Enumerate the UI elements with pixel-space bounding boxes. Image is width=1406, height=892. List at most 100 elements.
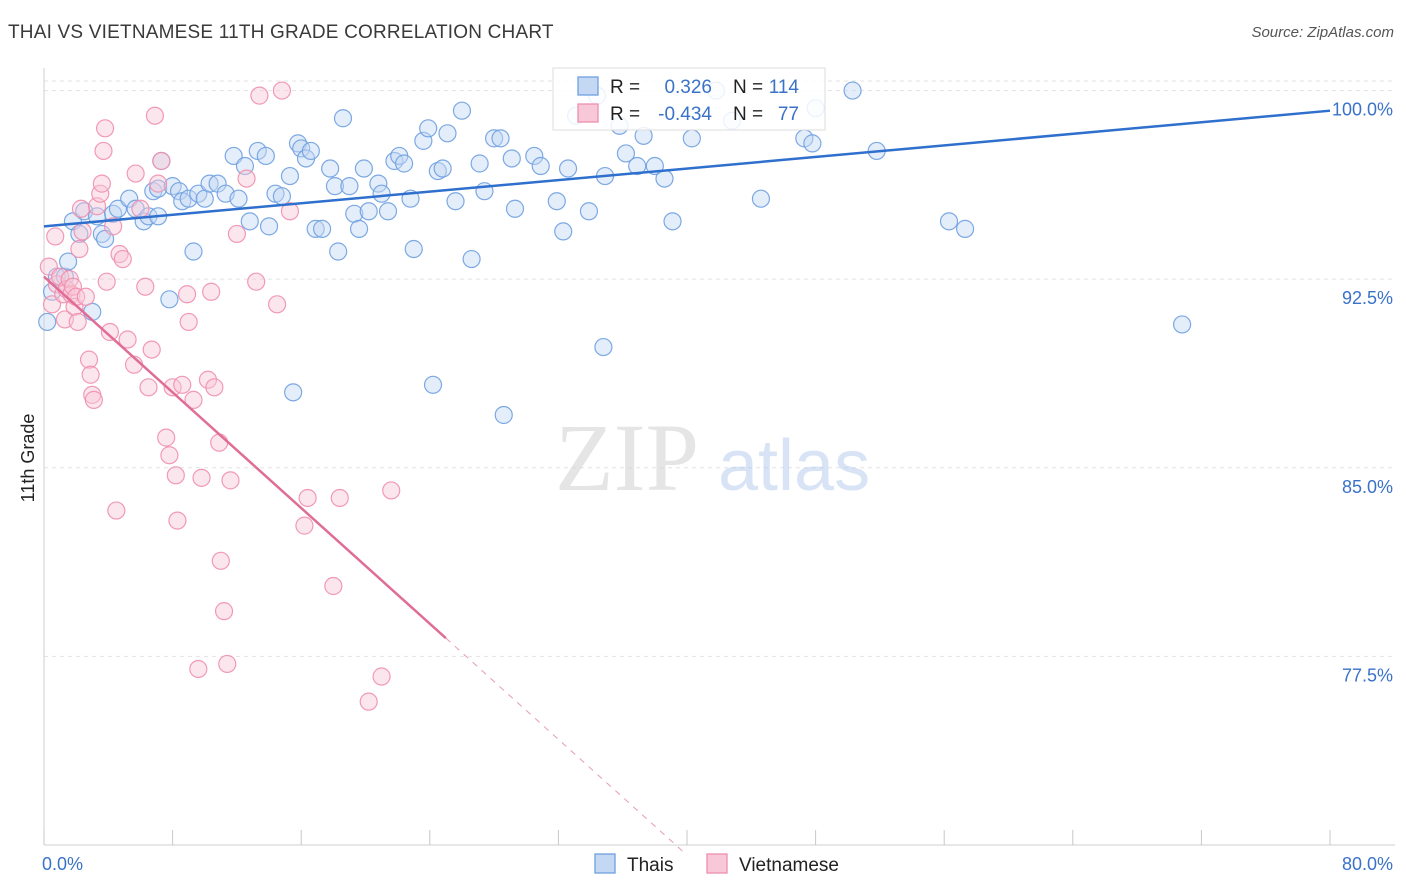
viet-point-68	[280, 202, 300, 221]
thai-point-70	[428, 161, 447, 181]
thai-point-87	[558, 159, 578, 178]
watermark-atlas: atlas	[718, 426, 870, 506]
viet-point-38	[139, 378, 158, 397]
viet-point-42	[152, 151, 171, 171]
viet-point-16	[73, 222, 92, 241]
stats-thai-r-label: R =	[610, 77, 640, 98]
thai-point-60	[372, 184, 391, 203]
thai-point-80	[494, 405, 513, 425]
viet-point-52	[189, 659, 208, 679]
legend-viet-swatch	[706, 853, 728, 874]
y-tick-label-1: 92.5%	[1342, 288, 1393, 308]
thai-trend-line	[43, 109, 1331, 228]
thai-point-26	[179, 189, 198, 208]
thai-point-82	[505, 199, 525, 218]
thai-point-4	[59, 252, 78, 271]
viet-point-71	[324, 576, 343, 596]
y-tick-label-2: 85.0%	[1342, 477, 1393, 497]
chart-title: THAI VS VIETNAMESE 11TH GRADE CORRELATIO…	[8, 22, 554, 43]
thai-point-50	[321, 159, 340, 178]
x-tick-max: 80.0%	[1342, 854, 1393, 874]
viet-point-36	[131, 199, 150, 218]
viet-point-74	[372, 667, 391, 686]
thai-point-111	[1173, 315, 1192, 334]
thai-point-47	[301, 141, 320, 161]
viet-point-47	[168, 511, 187, 530]
thai-point-79	[491, 129, 510, 148]
thai-point-56	[349, 219, 369, 238]
viet-point-14	[70, 239, 89, 259]
viet-trend-line	[43, 275, 447, 640]
viet-point-50	[179, 312, 198, 332]
viet-point-75	[382, 481, 401, 500]
thai-point-71	[433, 159, 452, 178]
thai-point-49	[312, 219, 332, 238]
stats-thai-n-value: 114	[769, 77, 800, 98]
thai-point-29	[195, 189, 214, 208]
thai-point-54	[340, 177, 359, 196]
viet-point-48	[173, 375, 192, 394]
x-tick-min: 0.0%	[42, 854, 83, 874]
y-tick-label-0: 100.0%	[1332, 100, 1393, 120]
thai-point-22	[160, 290, 179, 309]
thai-point-74	[452, 101, 472, 120]
viet-point-28	[100, 322, 120, 342]
vietnamese-points	[39, 81, 401, 711]
viet-point-65	[250, 86, 269, 105]
thai-point-69	[423, 375, 443, 394]
thai-point-58	[359, 202, 378, 221]
viet-point-35	[126, 164, 145, 183]
viet-point-63	[237, 169, 256, 188]
viet-point-67	[272, 81, 292, 100]
thai-point-86	[554, 222, 573, 241]
viet-trend-extension	[445, 637, 688, 856]
thai-point-78	[485, 129, 504, 148]
viet-point-58	[211, 551, 230, 570]
thai-point-52	[329, 242, 348, 261]
viet-point-66	[267, 295, 287, 314]
viet-point-62	[227, 224, 246, 244]
stats-viet-n-value: 77	[778, 104, 799, 125]
viet-point-56	[205, 378, 224, 397]
thai-point-53	[333, 109, 353, 128]
viet-point-24	[92, 174, 111, 193]
viet-point-73	[359, 692, 378, 711]
thai-point-68	[419, 119, 438, 138]
stats-viet-n-label: N =	[733, 104, 763, 125]
trend-lines	[43, 109, 1331, 856]
y-tick-labels: 100.0% 92.5% 85.0% 77.5%	[1332, 100, 1393, 686]
legend-thai-label: Thais	[627, 855, 673, 876]
thai-point-39	[259, 217, 279, 236]
stats-thai-swatch	[577, 76, 599, 96]
thai-point-27	[184, 242, 203, 261]
thai-point-91	[594, 337, 613, 357]
viet-point-72	[330, 488, 349, 508]
viet-point-51	[184, 390, 203, 409]
viet-point-13	[68, 312, 87, 332]
thai-point-64	[394, 154, 414, 173]
viet-point-37	[136, 277, 155, 296]
source-label: Source: ZipAtlas.com	[1251, 24, 1394, 41]
stats-thai-r-value: 0.326	[664, 77, 712, 98]
watermark: ZIP atlas	[555, 404, 870, 511]
viet-point-19	[81, 365, 100, 384]
viet-point-41	[149, 174, 168, 193]
thai-point-59	[369, 174, 388, 193]
stats-viet-swatch	[577, 103, 599, 123]
stats-legend: R = 0.326 N = 114 R = -0.434 N = 77	[552, 67, 826, 131]
thai-point-0	[38, 312, 57, 332]
viet-point-15	[71, 199, 91, 218]
viet-point-26	[95, 119, 115, 138]
x-tick-labels: 0.0% 80.0%	[42, 854, 1393, 874]
thai-point-109	[939, 212, 959, 231]
thai-point-34	[229, 189, 248, 208]
thai-point-94	[616, 144, 636, 163]
thai-point-100	[682, 129, 701, 148]
viet-point-49	[177, 285, 197, 304]
thai-point-12	[104, 204, 123, 223]
thai-point-43	[284, 383, 303, 402]
viet-point-53	[192, 468, 211, 487]
thai-point-89	[579, 202, 599, 221]
thai-point-61	[378, 202, 398, 221]
